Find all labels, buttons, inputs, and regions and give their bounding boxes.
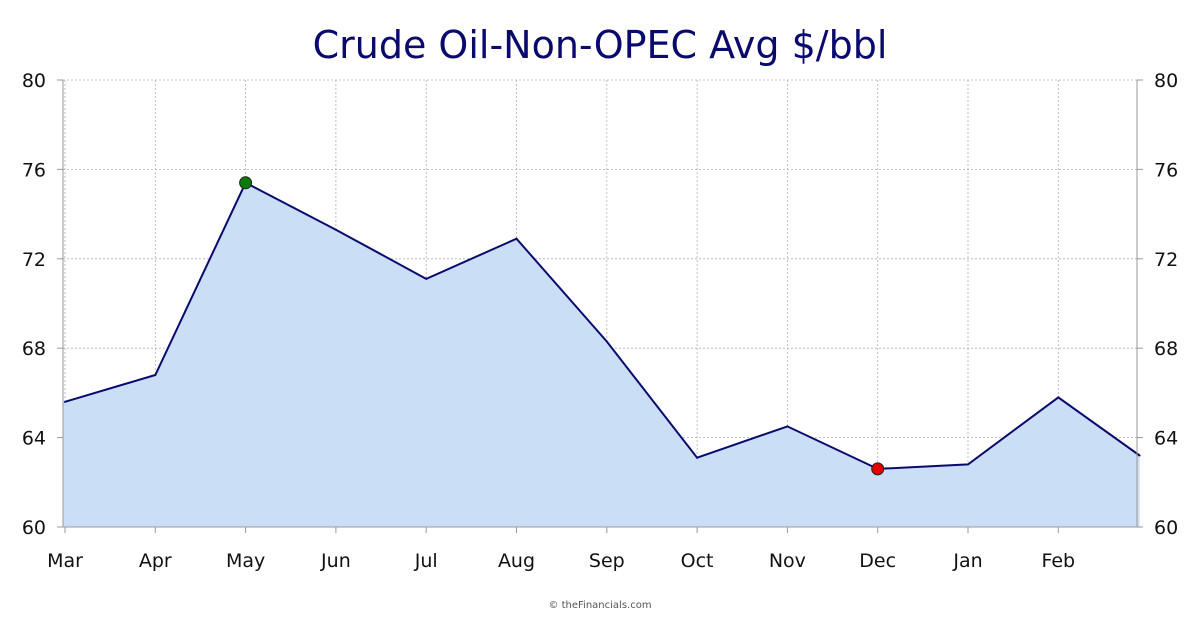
x-tick-label: Jan xyxy=(952,550,982,572)
y-tick-label: 80 xyxy=(1154,70,1178,92)
x-tick-label: Jul xyxy=(414,550,438,572)
min-point-marker xyxy=(871,462,885,476)
y-tick-label: 68 xyxy=(22,338,46,360)
x-axis: Mar Apr May Jun Jul Aug Sep Oct Nov Dec Jan Feb xyxy=(47,527,1075,572)
axes xyxy=(62,80,1138,528)
data-point xyxy=(1138,454,1141,457)
credit-text: © theFinancials.com xyxy=(548,600,651,611)
extreme-markers xyxy=(239,176,885,476)
y-axis-right: 60 64 68 72 76 80 xyxy=(1137,70,1178,539)
data-point xyxy=(64,400,66,403)
chart-title: Crude Oil-Non-OPEC Avg $/bbl xyxy=(313,23,888,67)
max-point-marker xyxy=(239,176,253,190)
x-tick-label: Mar xyxy=(47,550,83,572)
y-tick-label: 60 xyxy=(22,517,46,539)
y-tick-label: 72 xyxy=(22,249,46,271)
x-tick-label: Apr xyxy=(139,550,172,572)
y-tick-label: 80 xyxy=(22,70,46,92)
data-point xyxy=(515,237,518,240)
y-tick-label: 60 xyxy=(1154,517,1178,539)
x-tick-label: May xyxy=(226,550,265,572)
x-tick-label: Aug xyxy=(498,550,535,572)
y-tick-label: 64 xyxy=(1154,428,1178,450)
series-area xyxy=(63,182,1140,528)
y-tick-label: 64 xyxy=(22,428,46,450)
data-point xyxy=(605,340,608,343)
data-point xyxy=(334,228,337,231)
x-tick-label: Jun xyxy=(320,550,351,572)
x-tick-label: Feb xyxy=(1041,550,1075,572)
x-tick-label: Dec xyxy=(859,550,896,572)
data-point xyxy=(1057,396,1060,399)
data-point xyxy=(154,374,157,377)
y-tick-label: 68 xyxy=(1154,338,1178,360)
y-tick-label: 76 xyxy=(22,159,46,181)
x-tick-label: Sep xyxy=(589,550,625,572)
data-point xyxy=(786,425,789,428)
y-axis-left: 60 64 68 72 76 80 xyxy=(22,70,63,539)
x-tick-label: Oct xyxy=(681,550,714,572)
data-point xyxy=(696,456,699,459)
y-tick-label: 76 xyxy=(1154,159,1178,181)
data-point xyxy=(425,277,428,280)
data-point xyxy=(967,463,969,466)
y-tick-label: 72 xyxy=(1154,249,1178,271)
x-tick-label: Nov xyxy=(769,550,806,572)
